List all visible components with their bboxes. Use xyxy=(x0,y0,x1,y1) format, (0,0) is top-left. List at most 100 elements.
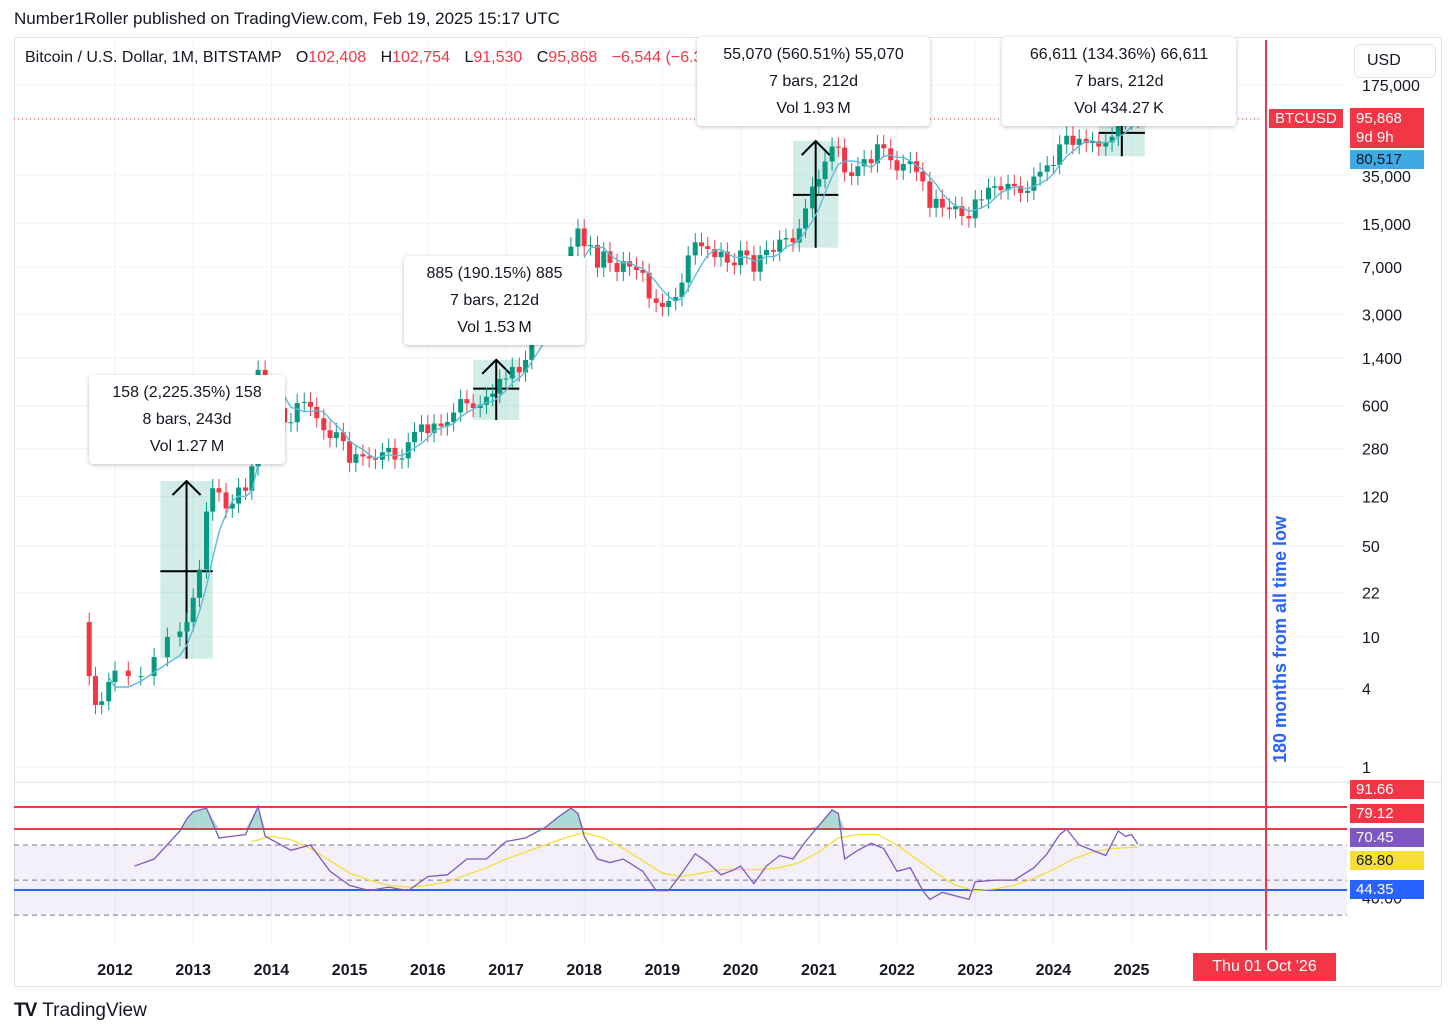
measurement-box-2013[interactable]: 158 (2,225.35%) 158 8 bars, 243d Vol 1.2… xyxy=(89,375,285,464)
candle-body xyxy=(112,670,118,683)
candle-body xyxy=(106,682,112,702)
candle-body xyxy=(308,401,313,407)
measurement-arrow xyxy=(171,479,202,496)
candle-body xyxy=(1044,165,1050,172)
rsi-line xyxy=(134,804,1139,901)
candle-body xyxy=(939,198,945,208)
rsi-overbought-fill xyxy=(570,808,578,829)
candle-body xyxy=(372,458,378,460)
candle-body xyxy=(770,249,776,252)
candle-body xyxy=(483,396,489,405)
y-tick-label: 175,000 xyxy=(1362,78,1420,95)
candle-body xyxy=(1076,138,1082,145)
candle-body xyxy=(523,359,529,373)
candle-body xyxy=(399,458,405,460)
candle-body xyxy=(451,412,457,423)
candle-body xyxy=(822,161,828,180)
candle-body xyxy=(1031,176,1037,191)
y-tick-label: 22 xyxy=(1362,585,1380,602)
candle-body xyxy=(333,432,339,439)
measurement-box-2021[interactable]: 55,070 (560.51%) 55,070 7 bars, 212d Vol… xyxy=(697,37,930,126)
candle-body xyxy=(581,228,587,247)
candle-body xyxy=(666,301,672,307)
x-tick-label: 2025 xyxy=(1114,962,1150,979)
candle-body xyxy=(490,393,496,397)
candle-body xyxy=(627,261,633,267)
rsi-overbought-fill xyxy=(186,811,194,829)
measurement-box-2017[interactable]: 885 (190.15%) 885 7 bars, 212d Vol 1.53 … xyxy=(404,256,585,345)
candle-body xyxy=(412,431,418,443)
candle-body xyxy=(1115,118,1121,137)
candle-body xyxy=(959,206,965,217)
measurement-line2: 8 bars, 243d xyxy=(142,411,232,428)
y-tick-label: 3,000 xyxy=(1362,308,1402,325)
candle-body xyxy=(998,186,1004,191)
candle-body xyxy=(86,622,92,677)
candle-body xyxy=(464,399,470,404)
candle-body xyxy=(881,144,887,149)
currency-button[interactable]: USD xyxy=(1354,44,1436,78)
candle-body xyxy=(594,245,600,268)
candle-body xyxy=(405,442,411,459)
candle-body xyxy=(431,423,437,434)
x-tick-label: 2013 xyxy=(175,962,211,979)
candle-body xyxy=(712,248,718,258)
x-tick-label: 2019 xyxy=(645,962,681,979)
measurement-line2: 7 bars, 212d xyxy=(769,73,858,90)
legend-open-label: O xyxy=(295,49,309,66)
measurement-line1: 885 (190.15%) 885 xyxy=(426,265,563,282)
candle-body xyxy=(392,447,398,460)
time-to-close: 9d 9h xyxy=(1356,129,1394,146)
candle-body xyxy=(509,366,515,379)
candle-body xyxy=(366,456,372,459)
candle-body xyxy=(294,403,300,423)
candle-body xyxy=(914,161,920,172)
candle-body xyxy=(216,488,222,493)
candle-body xyxy=(327,430,333,439)
grid-lines xyxy=(14,40,1347,945)
candle-body xyxy=(419,424,425,432)
moving-average xyxy=(108,121,1139,688)
y-tick-label: 600 xyxy=(1362,399,1389,416)
candle-body xyxy=(835,146,841,148)
candle-body xyxy=(953,206,959,210)
rsi-ma-value-tag: 68.80 xyxy=(1350,851,1424,870)
rsi-overbought-level-tag: 79.12 xyxy=(1350,804,1424,823)
measurement-box-2025[interactable]: 66,611 (134.36%) 66,611 7 bars, 212d Vol… xyxy=(1002,37,1236,126)
candle-body xyxy=(210,488,216,512)
x-tick-label: 2017 xyxy=(488,962,524,979)
tradingview-brand[interactable]: TV TradingView xyxy=(14,1000,147,1022)
candle-body xyxy=(190,597,196,623)
candle-body xyxy=(810,186,816,209)
measurement-line1: 158 (2,225.35%) 158 xyxy=(112,384,262,401)
candle-body xyxy=(985,187,991,200)
candle-body xyxy=(816,179,822,187)
x-tick-label: 2024 xyxy=(1036,962,1072,979)
candle-body xyxy=(673,297,679,302)
candle-body xyxy=(692,242,698,256)
candle-body xyxy=(1103,142,1109,147)
legend-low-value: 91,530 xyxy=(473,49,523,66)
x-tick-label: 2014 xyxy=(254,962,290,979)
candle-body xyxy=(164,636,170,658)
candle-body xyxy=(894,160,900,171)
rsi-overbought-fill xyxy=(525,827,546,829)
measurement-line3: Vol 1.93 M xyxy=(776,100,851,117)
candle-body xyxy=(321,418,327,431)
x-tick-label: 2023 xyxy=(957,962,993,979)
axes: 2012 2013 2014 2015 2016 2017 2018 2019 2020 2021… xyxy=(14,78,1442,979)
candle-body xyxy=(640,269,646,273)
candle-body xyxy=(151,657,157,677)
legend-close-label: C xyxy=(536,49,549,66)
candle-body xyxy=(288,422,294,424)
measurement-line3: Vol 1.53 M xyxy=(457,319,532,336)
candle-body xyxy=(900,164,906,171)
candle-body xyxy=(855,166,861,176)
candle-body xyxy=(301,401,307,404)
y-tick-label: 4 xyxy=(1362,682,1371,699)
symbol-legend: Bitcoin / U.S. Dollar, 1M, BITSTAMP O102… xyxy=(25,49,741,67)
candle-body xyxy=(340,432,346,442)
candle-body xyxy=(685,255,691,283)
candle-body xyxy=(1037,171,1043,177)
